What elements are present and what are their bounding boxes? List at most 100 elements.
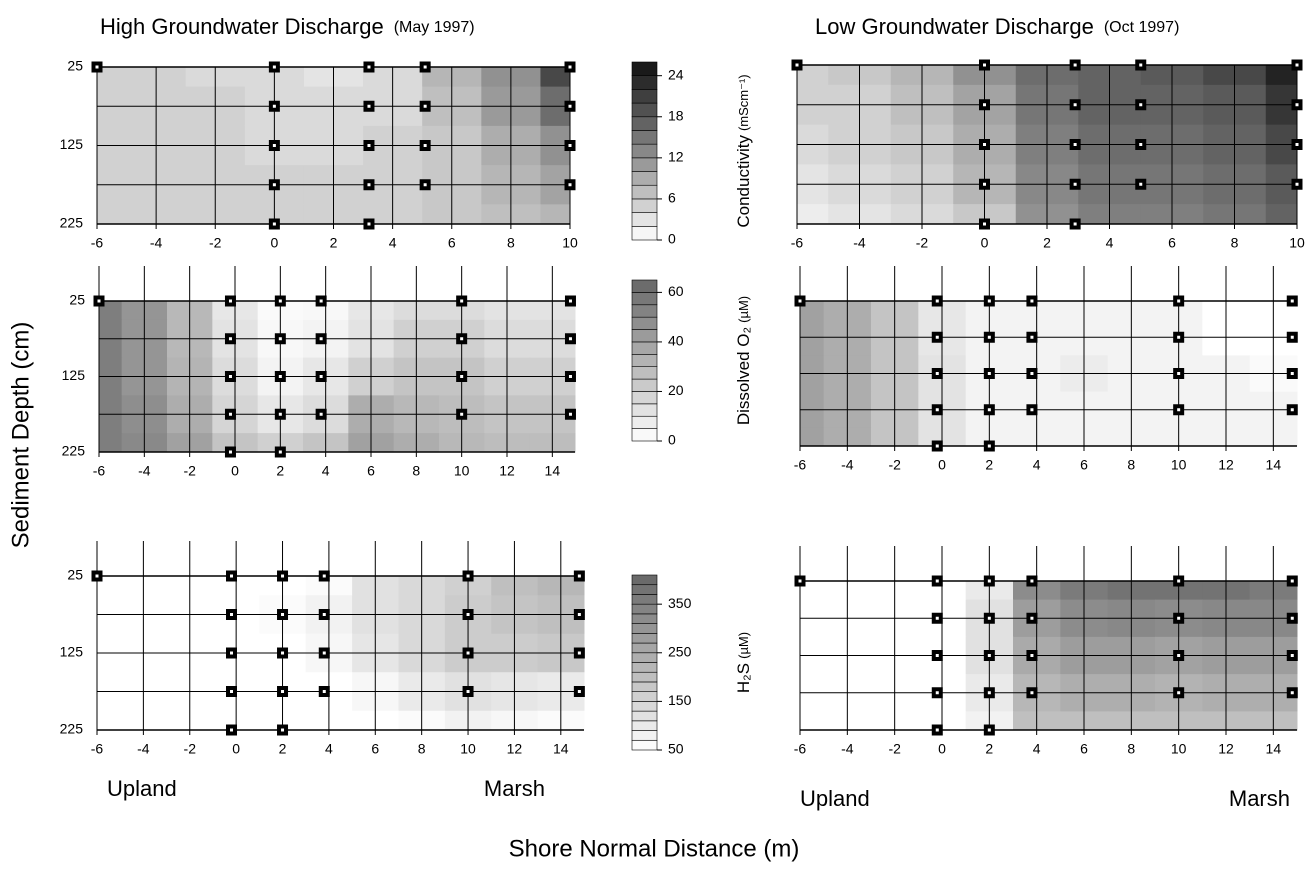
x-tick-label: -6 [794, 741, 807, 757]
sample-point-center [230, 613, 234, 616]
y-tick-label: 25 [67, 58, 83, 74]
sample-point-center [1030, 654, 1034, 657]
colorbar-band [631, 198, 658, 213]
sample-point-center [1073, 63, 1077, 67]
panel-title-text: Low Groundwater Discharge [815, 14, 1094, 39]
field-cell [800, 581, 825, 601]
sample-point-center [319, 412, 323, 416]
colorbar-tick-label: 6 [668, 190, 676, 206]
field-cell [1265, 204, 1298, 225]
sample-point-center [795, 63, 799, 67]
field-cell [1265, 65, 1298, 86]
x-tick-label: 14 [1266, 741, 1282, 757]
sample-point-center [568, 104, 572, 108]
sample-point-center [1139, 103, 1143, 107]
panel-title: High Groundwater Discharge (May 1997) [100, 14, 475, 39]
y-tick-label: 125 [60, 136, 84, 152]
field-cell [97, 710, 121, 731]
sample-point-center [935, 728, 939, 732]
sample-point-center [1290, 579, 1294, 583]
x-tick-label: 12 [499, 463, 515, 479]
sample-point-center [319, 375, 323, 378]
x-tick-label: 2 [985, 741, 993, 757]
sample-point-center [466, 574, 470, 578]
colorbar-band [631, 428, 658, 442]
sample-point-center [1290, 654, 1294, 657]
x-tick-label: 14 [545, 463, 561, 479]
contour-panel: -6 -4 -2 0 2 4 6 8 10 12 14 Upland Marsh [794, 546, 1298, 811]
sample-point-center [983, 143, 986, 146]
sample-point-center [281, 728, 285, 732]
sample-point-center [568, 183, 572, 187]
x-tick-label: 0 [232, 741, 240, 757]
y-tick-label: 25 [69, 292, 85, 308]
x-tick-label: 0 [938, 741, 946, 757]
colorbar-band [631, 75, 658, 90]
sample-point-center [568, 144, 572, 147]
colorbar-title: Conductivity (mScm⁻¹) [734, 74, 753, 227]
x-tick-label: -2 [916, 235, 929, 251]
colorbar-band [631, 594, 658, 605]
colorbar-band [631, 102, 658, 118]
sample-point-center [367, 65, 371, 69]
sample-point-center [1290, 691, 1294, 695]
panel-title: Low Groundwater Discharge (Oct 1997) [815, 14, 1179, 39]
x-tick-label: 0 [270, 235, 278, 251]
sample-point-center [1139, 182, 1143, 186]
annotation: Upland [107, 776, 177, 801]
colorbar-tick-label: 0 [668, 231, 676, 247]
x-tick-label: 0 [981, 235, 989, 251]
sample-point-center [367, 222, 371, 226]
sample-point-center [1177, 372, 1181, 375]
panel-title-text: High Groundwater Discharge [100, 14, 384, 39]
colorbar-band [631, 613, 658, 624]
x-tick-label: 8 [1127, 741, 1135, 757]
colorbar-band [631, 710, 658, 722]
sample-point-center [230, 728, 234, 732]
sample-point-center [367, 183, 371, 187]
sample-point-center [230, 690, 234, 693]
sample-point-center [460, 412, 464, 416]
x-tick-label: 4 [1033, 457, 1041, 473]
sample-point-center [228, 412, 232, 416]
x-tick-label: 4 [389, 235, 397, 251]
y-tick-label: 225 [60, 721, 84, 737]
colorbar-title-text: Dissolved O₂ [734, 327, 753, 425]
colorbar-band [631, 116, 658, 131]
colorbar-band [631, 603, 658, 615]
x-tick-label: -2 [209, 235, 222, 251]
sample-point-center [1177, 299, 1181, 303]
colorbar-title-text: H₂S [734, 663, 753, 693]
sample-point-center [568, 412, 572, 416]
sample-point-center [987, 372, 991, 375]
sample-point-center [568, 337, 572, 341]
sample-point-center [466, 651, 470, 655]
sample-point-center [230, 651, 234, 655]
x-tick-label: 2 [276, 463, 284, 479]
sample-point-center [97, 299, 101, 303]
sample-point-center [460, 299, 464, 303]
colorbar-band [631, 329, 658, 343]
colorbar-band [631, 633, 658, 644]
sample-point-center [278, 450, 282, 454]
sample-point-center [95, 574, 99, 578]
colorbar-band [631, 691, 658, 702]
sample-point-center [1290, 372, 1294, 375]
x-tick-label: -2 [184, 741, 197, 757]
sample-point-center [1177, 335, 1181, 339]
y-tick-label: 125 [62, 367, 86, 383]
contour-panel: -6 -4 -2 0 2 4 6 8 10 12 14 25 125 225 0 20 40 60 Dissolve… [62, 266, 753, 479]
y-axis-label: Sediment Depth (cm) [7, 322, 34, 549]
contour-panel: -6 -4 -2 0 2 4 6 8 10 12 14 [794, 266, 1298, 473]
x-tick-label: 6 [1080, 741, 1088, 757]
colorbar-tick-label: 60 [668, 283, 684, 299]
sample-point-center [1290, 299, 1294, 303]
sample-point-center [1030, 335, 1034, 339]
colorbar-tick-label: 150 [668, 692, 692, 708]
colorbar-title: H₂S (µM) [734, 632, 753, 693]
sample-point-center [319, 337, 323, 341]
colorbar-band [631, 292, 658, 306]
x-tick-label: -2 [183, 463, 196, 479]
x-tick-label: 4 [322, 463, 330, 479]
